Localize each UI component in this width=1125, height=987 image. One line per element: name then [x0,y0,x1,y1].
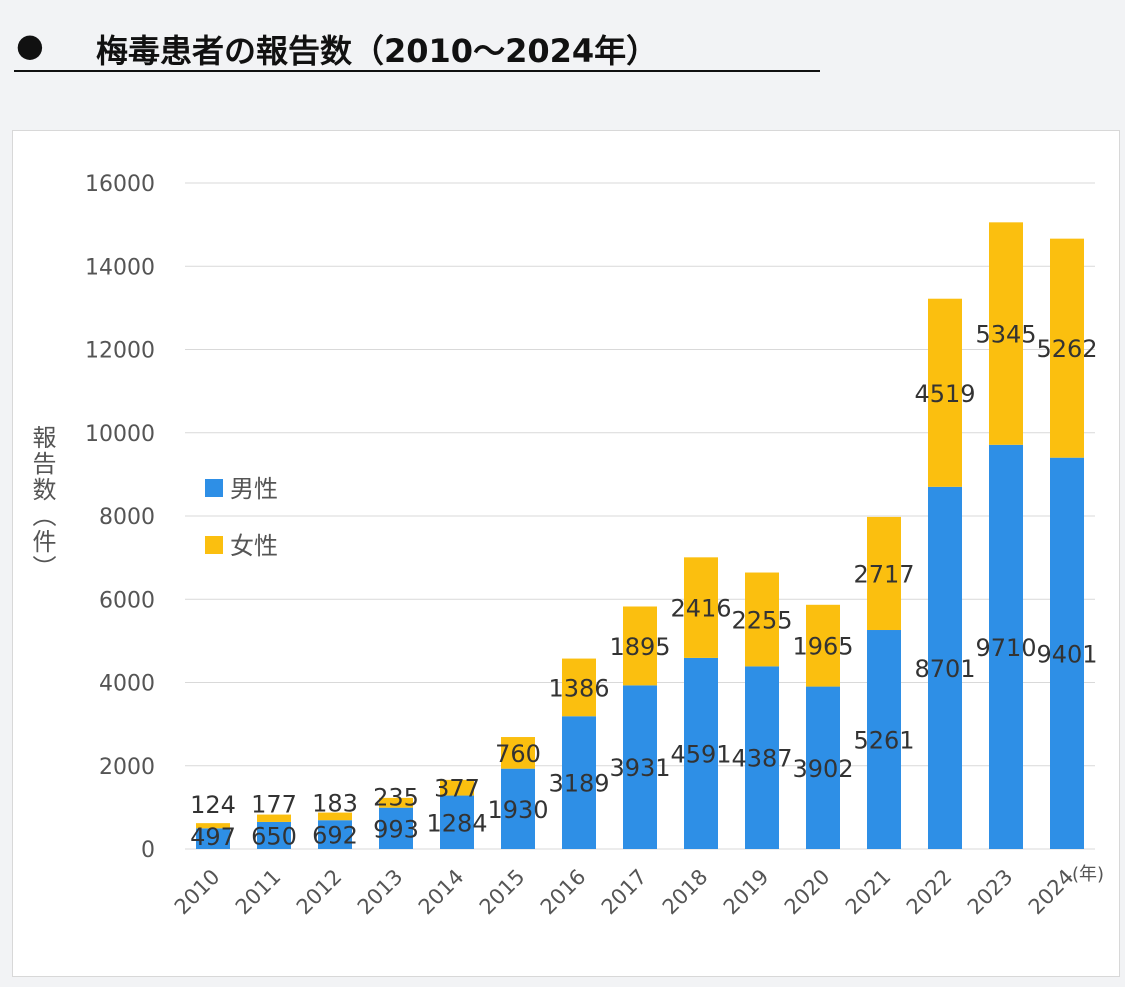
bar-male [867,630,901,849]
bar-female [501,737,535,769]
x-tick-label: 2019 [719,865,774,920]
y-tick-label: 12000 [85,339,155,364]
data-label-male: 3931 [609,754,670,782]
data-label-female: 760 [495,740,541,768]
data-label-female: 5262 [1036,335,1097,363]
bar-male [1050,457,1084,849]
legend-swatch [205,479,223,497]
data-label-female: 2255 [731,606,792,634]
bar-female [928,298,962,487]
data-label-male: 9710 [975,634,1036,662]
legend-swatch [205,536,223,554]
data-label-male: 4387 [731,745,792,773]
data-label-female: 177 [251,790,297,818]
bar-female [684,557,718,658]
title-text: 梅毒患者の報告数（2010～2024年） [96,32,659,70]
data-label-male: 3189 [548,770,609,798]
bar-female [1050,238,1084,458]
bar-male [928,486,962,849]
bar-female [257,814,291,822]
data-label-female: 377 [434,775,480,803]
data-label-male: 993 [373,815,419,843]
x-tick-label: 2011 [231,865,286,920]
data-label-male: 9401 [1036,640,1097,668]
data-label-female: 124 [190,791,236,819]
bar-female [745,572,779,667]
data-label-male: 5261 [853,727,914,755]
data-label-female: 1965 [792,633,853,661]
x-tick-label: 2021 [841,865,896,920]
x-tick-label: 2015 [475,865,530,920]
y-tick-label: 14000 [85,255,155,280]
bar-female [867,516,901,631]
page-title: ● 梅毒患者の報告数（2010～2024年） [14,26,820,72]
data-label-male: 497 [190,823,236,851]
x-tick-label: 2014 [414,865,469,920]
x-tick-label: 2022 [902,865,957,920]
bar-female [379,797,413,808]
bar-male [379,807,413,849]
y-tick-label: 0 [141,838,155,863]
x-tick-label: 2020 [780,865,835,920]
bar-male [806,686,840,849]
data-label-male: 1284 [426,809,487,837]
bar-female [440,779,474,796]
data-label-male: 8701 [914,655,975,683]
bar-male [684,657,718,849]
y-tick-label: 8000 [99,505,155,530]
x-axis-label: (年) [1072,864,1104,885]
y-tick-label: 16000 [85,172,155,197]
y-tick-label: 2000 [99,755,155,780]
data-label-female: 2416 [670,595,731,623]
data-label-female: 183 [312,790,358,818]
bar-female [623,606,657,686]
x-tick-label: 2016 [536,865,591,920]
x-tick-label: 2012 [292,865,347,920]
bar-male [501,768,535,849]
data-label-male: 1930 [487,796,548,824]
y-tick-label: 6000 [99,588,155,613]
y-tick-label: 4000 [99,672,155,697]
x-tick-label: 2024 [1024,865,1079,920]
data-label-female: 235 [373,783,419,811]
bar-female [989,222,1023,445]
bullet-icon: ● [16,26,44,64]
x-tick-label: 2010 [170,865,225,920]
bar-male [745,666,779,849]
bar-female [562,658,596,717]
bar-female [318,812,352,821]
bar-male [318,820,352,849]
data-label-female: 4519 [914,380,975,408]
bar-male [196,828,230,849]
x-tick-label: 2017 [597,865,652,920]
bar-male [989,444,1023,849]
data-label-male: 692 [312,822,358,850]
bar-female [196,823,230,829]
x-tick-label: 2013 [353,865,408,920]
data-label-female: 5345 [975,321,1036,349]
x-tick-label: 2018 [658,865,713,920]
legend-label: 女性 [230,532,278,560]
data-label-male: 650 [251,822,297,850]
y-tick-label: 10000 [85,422,155,447]
bar-female [806,604,840,687]
data-label-male: 4591 [670,740,731,768]
data-label-female: 1895 [609,633,670,661]
bar-male [440,795,474,849]
data-label-female: 2717 [853,560,914,588]
x-tick-label: 2023 [963,865,1018,920]
y-axis-label: 報告数（件） [28,425,56,581]
data-label-male: 3902 [792,755,853,783]
legend-label: 男性 [230,475,278,503]
bar-male [623,685,657,849]
data-label-female: 1386 [548,674,609,702]
bar-male [562,716,596,849]
bar-male [257,821,291,849]
